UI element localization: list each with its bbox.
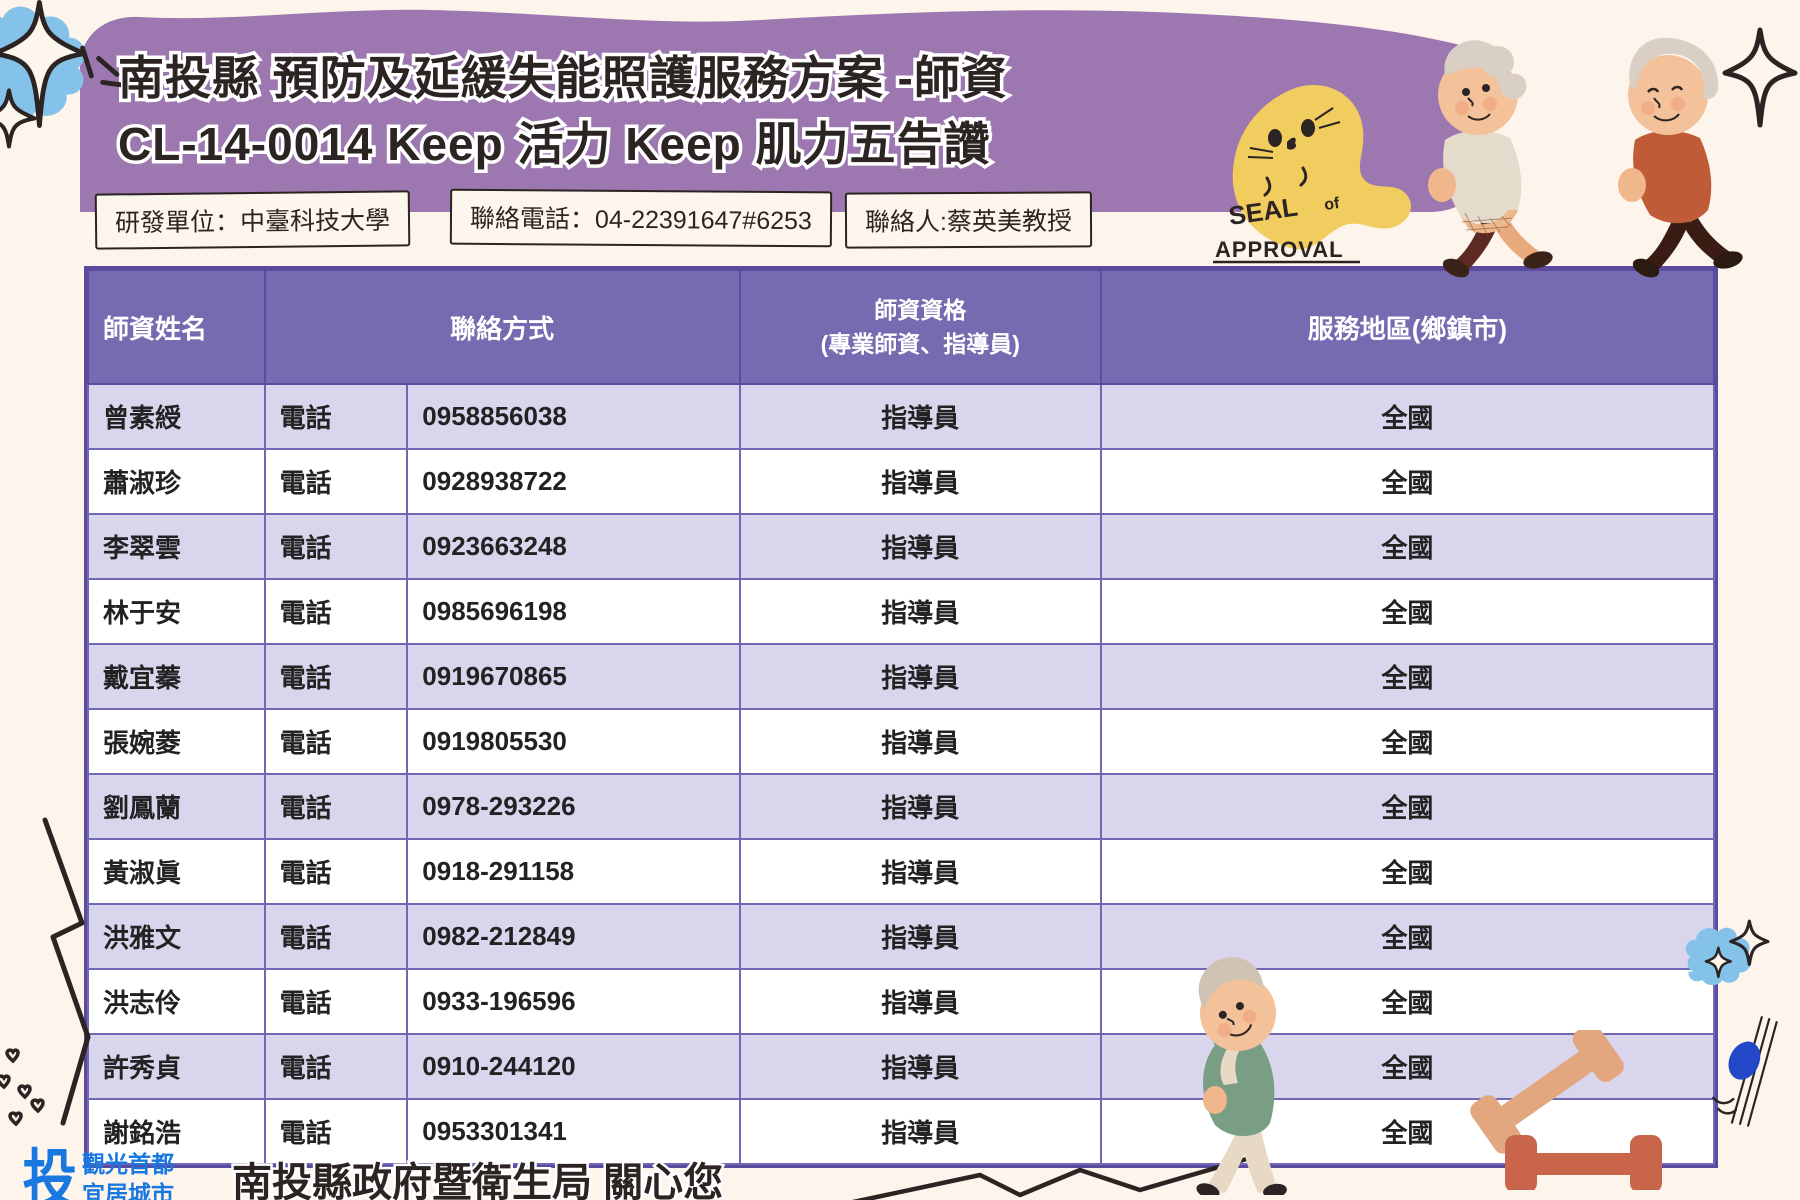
svg-text:of: of (1323, 195, 1341, 214)
svg-text:APPROVAL: APPROVAL (1215, 237, 1344, 262)
